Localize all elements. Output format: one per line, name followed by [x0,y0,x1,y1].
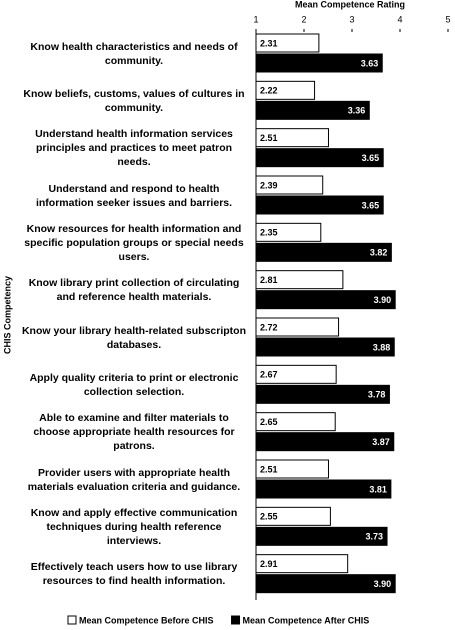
legend-swatch [231,615,241,625]
bar [255,432,395,452]
bar [255,412,336,432]
value-label: 3.65 [362,153,380,163]
category-label: Provider users with appropriate health m… [27,466,241,493]
x-tick-label: 1 [253,14,258,24]
category-label: Know your library health-related subscri… [21,324,247,351]
category-label: Know library print collection of circula… [28,277,240,304]
value-label: 3.73 [366,532,384,542]
category-label: Know beliefs, customs, values of culture… [23,88,245,114]
bar [255,242,392,262]
bar [255,175,324,195]
value-label: 2.67 [260,370,278,380]
value-label: 2.55 [260,512,278,522]
category-label: Understand health information services p… [35,128,233,169]
category-label: Understand and respond to health informa… [35,182,233,209]
value-label: 2.51 [260,133,278,143]
category-label: Know health characteristics and needs of… [30,40,238,67]
bar [255,100,370,120]
bar [255,128,329,148]
value-label: 3.81 [369,484,387,494]
value-label: 3.88 [373,342,391,352]
value-label: 3.63 [361,58,379,68]
category-label: Know and apply effective communication t… [30,507,238,547]
value-label: 2.91 [260,559,278,569]
bar [255,506,331,526]
value-label: 3.90 [374,295,392,305]
value-label: 3.82 [370,248,388,258]
category-label: Know resources for health information an… [24,223,244,263]
value-label: 3.78 [368,390,386,400]
bar [255,317,340,337]
category-label: Apply quality criteria to print or elect… [29,372,239,398]
x-tick-label: 2 [301,14,306,24]
value-label: 2.72 [260,322,278,332]
value-label: 3.36 [348,106,366,116]
value-label: 2.81 [260,275,278,285]
bar [255,148,384,168]
bar [255,195,384,215]
x-axis-title: Mean Competence Rating [295,0,405,9]
bar [255,33,320,53]
bar [255,290,396,310]
x-tick-label: 5 [445,14,450,24]
y-axis-title: CHIS Competency [2,276,12,354]
value-label: 2.65 [260,417,278,427]
value-label: 2.31 [260,38,278,48]
category-label: Able to examine and filter materials to … [33,412,235,453]
bar [255,479,392,499]
value-label: 2.22 [260,86,278,96]
value-label: 3.65 [362,200,380,210]
value-label: 2.39 [260,180,278,190]
bar [255,364,337,384]
value-label: 3.90 [374,579,392,589]
x-tick-label: 4 [397,14,402,24]
x-tick-label: 3 [349,14,354,24]
bar [255,222,322,242]
bar [255,526,388,546]
bar [255,384,390,404]
bar [255,459,329,479]
legend-swatch [67,615,77,625]
bar [255,80,316,100]
bar [255,574,396,594]
bar [255,337,395,357]
bar [255,554,349,574]
legend-label: Mean Competence After CHIS [243,615,370,625]
bar [255,270,344,290]
bar [255,53,383,73]
value-label: 2.35 [260,228,278,238]
value-label: 2.51 [260,464,278,474]
legend-label: Mean Competence Before CHIS [79,615,214,625]
value-label: 3.87 [372,437,390,447]
category-label: Effectively teach users how to use libra… [30,561,238,588]
